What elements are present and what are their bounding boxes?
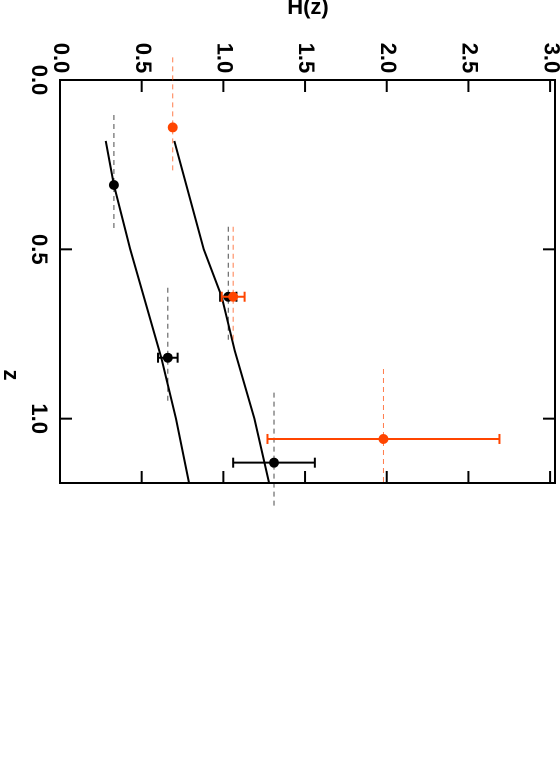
data-point — [167, 122, 178, 133]
x-tick-label: 1.0 — [213, 43, 238, 74]
y-tick-label: 0.5 — [27, 234, 52, 265]
x-tick-label: 2.0 — [376, 43, 401, 74]
x-tick-label: 0.5 — [131, 43, 156, 74]
data-point — [108, 179, 119, 190]
x-tick-label: 3.0 — [539, 43, 560, 74]
y-tick-label: 0.0 — [27, 65, 52, 96]
plot-frame — [59, 79, 556, 484]
y-axis-label: z — [0, 370, 24, 381]
data-point — [228, 291, 239, 302]
x-axis-label: H(z) — [287, 0, 329, 19]
x-tick-label: 2.5 — [458, 43, 483, 74]
data-point — [269, 457, 280, 468]
x-tick-label: 0.0 — [49, 43, 74, 74]
y-tick-label: 1.0 — [27, 403, 52, 434]
model-curve — [104, 140, 191, 484]
x-tick-label: 1.5 — [294, 43, 319, 74]
data-point — [378, 433, 389, 444]
model-curve — [173, 140, 271, 484]
data-point — [162, 352, 173, 363]
